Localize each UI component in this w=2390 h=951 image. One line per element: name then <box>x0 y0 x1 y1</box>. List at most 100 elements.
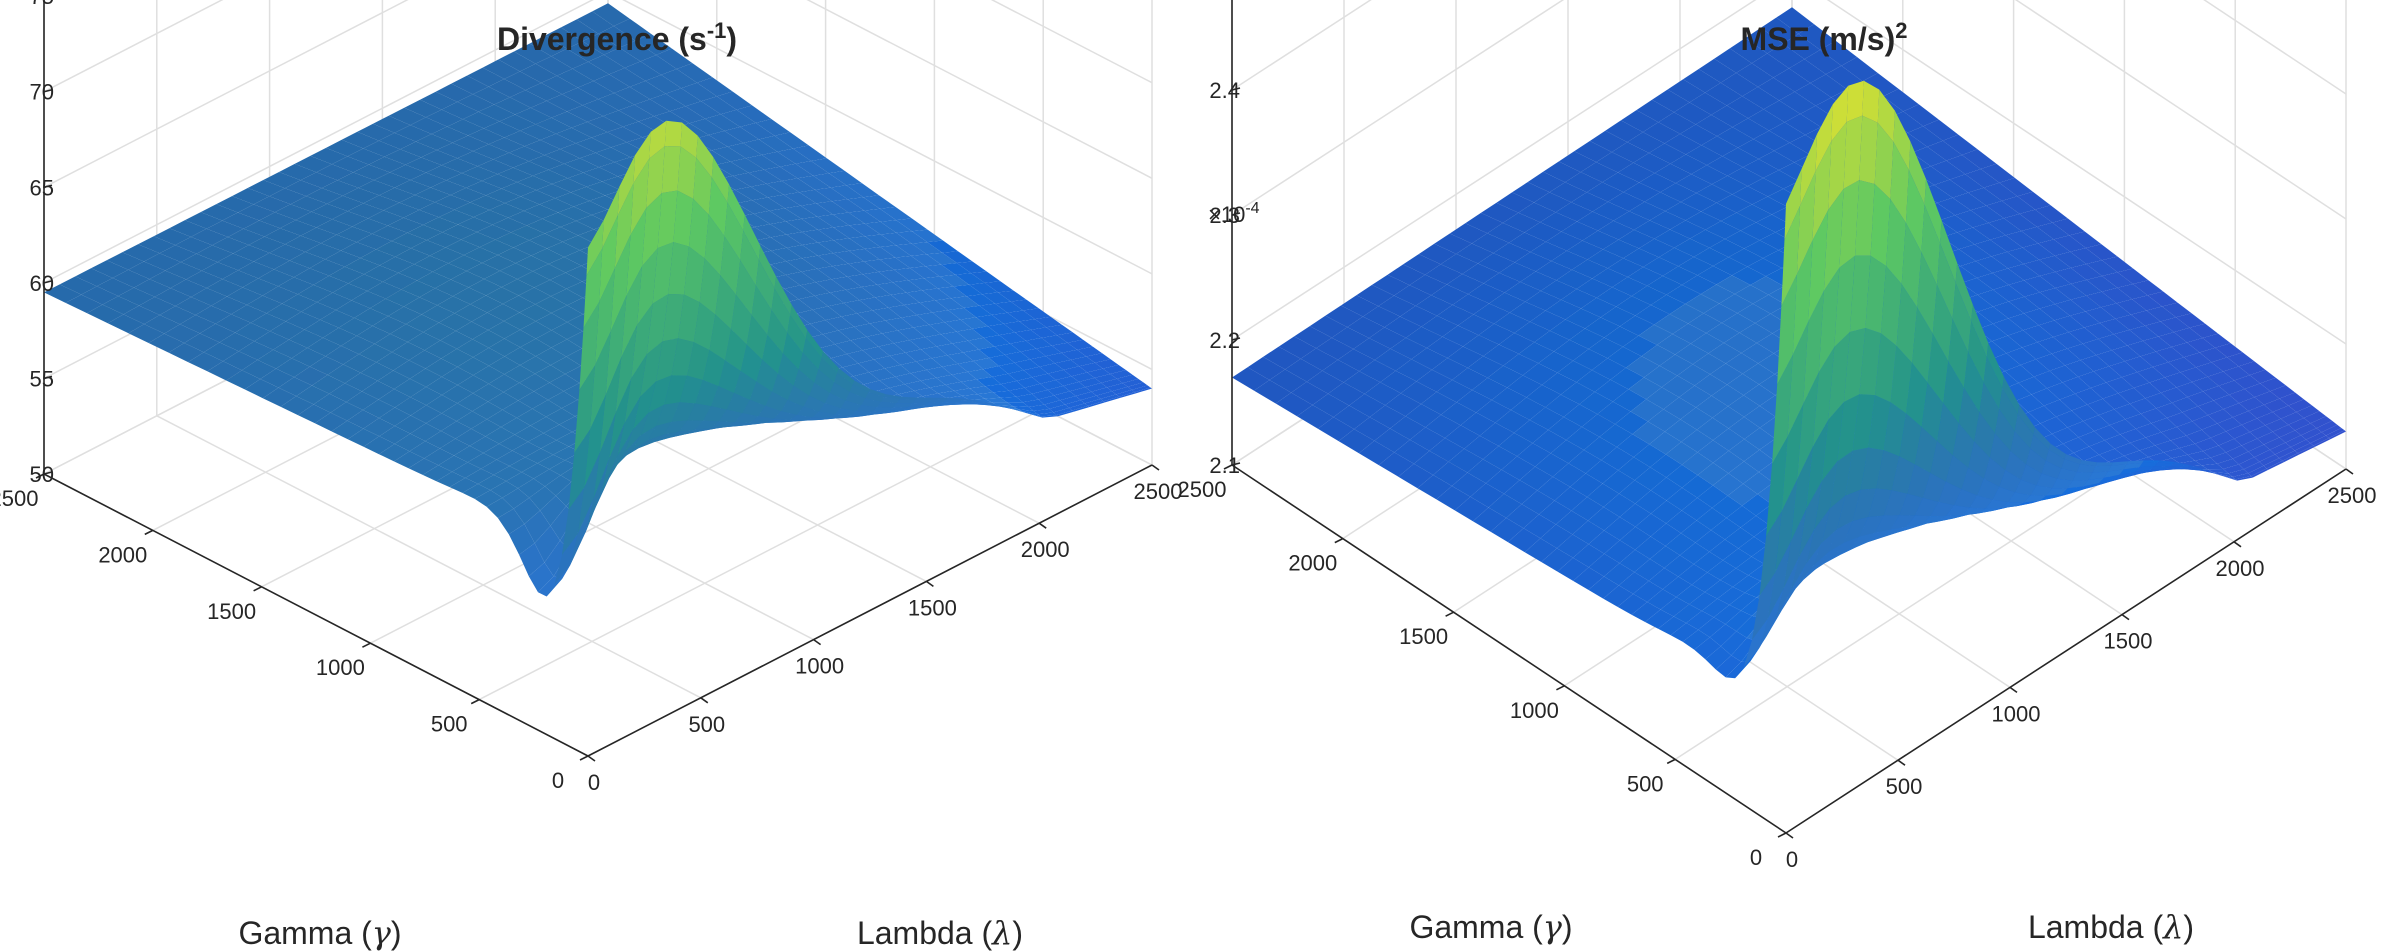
surface-facet <box>1965 169 2000 188</box>
surface-facet <box>1930 502 1955 517</box>
surface-facet <box>410 172 447 188</box>
surface-facet <box>1107 383 1128 392</box>
surface-facet <box>2285 435 2307 447</box>
surface-facet <box>586 181 621 196</box>
surface-facet <box>572 61 610 81</box>
surface-facet <box>845 392 866 406</box>
surface-facet <box>323 327 357 346</box>
surface-facet <box>1514 321 1550 343</box>
surface-facet <box>2259 454 2280 466</box>
surface-facet <box>2055 283 2087 300</box>
surface-facet <box>726 393 750 414</box>
surface-facet <box>488 137 525 153</box>
surface-facet <box>802 338 822 370</box>
surface-facet <box>1023 308 1051 320</box>
z-tick-label: 55 <box>30 366 54 391</box>
surface-facet <box>1526 384 1561 408</box>
y-tick-mark <box>1334 537 1344 544</box>
surface-facet <box>1638 324 1673 345</box>
surface-facet <box>1586 182 1624 202</box>
surface-facet <box>561 487 585 555</box>
surface-facet <box>1631 602 1661 622</box>
surface-facet <box>1100 394 1120 402</box>
surface-facet <box>476 224 511 240</box>
surface-facet <box>1487 365 1523 388</box>
surface-facet <box>819 344 847 359</box>
surface-facet <box>1403 254 1441 275</box>
surface-facet <box>1045 352 1071 364</box>
surface-facet <box>206 279 243 297</box>
surface-facet <box>1067 339 1093 350</box>
surface-facet <box>677 146 697 199</box>
surface-facet <box>1056 410 1074 417</box>
surface-facet <box>831 354 859 368</box>
x-tick-mark <box>925 580 934 588</box>
surface-facet <box>595 147 631 163</box>
surface-facet <box>360 249 396 266</box>
surface-facet <box>1901 222 1922 308</box>
surface-facet <box>554 534 578 585</box>
surface-facet <box>2113 329 2143 346</box>
surface-facet <box>285 235 321 252</box>
surface-facet <box>1057 332 1084 343</box>
surface-facet <box>849 236 881 249</box>
surface-facet <box>309 259 345 276</box>
surface-facet <box>352 218 388 234</box>
surface-facet <box>1023 366 1048 378</box>
surface-facet <box>1728 439 1760 462</box>
surface-facet <box>1633 153 1671 174</box>
surface-facet <box>540 133 576 150</box>
surface-facet <box>1378 452 1414 477</box>
surface-facet <box>471 312 504 330</box>
surface-facet <box>1999 177 2033 197</box>
surface-facet <box>754 224 787 238</box>
surface-facet <box>1697 485 1728 508</box>
surface-facet <box>1828 521 1853 553</box>
surface-facet <box>740 344 763 382</box>
surface-facet <box>489 203 524 218</box>
surface-facet <box>504 329 536 348</box>
surface-facet <box>942 251 973 263</box>
surface-facet <box>978 400 996 405</box>
surface-facet <box>1540 212 1577 232</box>
surface-facet <box>971 271 1001 283</box>
surface-facet <box>1041 335 1068 346</box>
surface-facet <box>311 374 345 394</box>
surface-facet <box>681 82 717 102</box>
surface-facet <box>872 307 902 321</box>
surface-facet <box>1446 274 1484 295</box>
surface-facet <box>1758 150 1795 171</box>
surface-facet <box>1698 617 1726 638</box>
surface-facet <box>468 279 502 296</box>
surface-facet <box>1995 409 2015 452</box>
surface-facet <box>1425 414 1461 438</box>
surface-facet <box>1485 469 1520 494</box>
surface-facet <box>1449 223 1488 244</box>
surface-facet <box>2049 365 2079 383</box>
surface-facet <box>388 306 422 325</box>
surface-facet <box>1983 182 2018 201</box>
surface-facet <box>969 282 998 295</box>
surface-facet <box>337 172 375 188</box>
surface-facet <box>1635 513 1667 537</box>
surface-facet <box>1085 382 1107 392</box>
surface-facet <box>1652 89 1690 113</box>
surface-facet <box>1434 233 1472 254</box>
x-tick-label: 2000 <box>1021 537 1070 562</box>
surface-facet <box>1602 470 1635 494</box>
surface-facet <box>237 204 275 221</box>
surface-facet <box>199 323 236 343</box>
surface-facet <box>708 130 744 147</box>
surface-facet <box>472 401 503 420</box>
surface-facet <box>389 164 427 180</box>
surface-facet <box>195 305 232 324</box>
surface-facet <box>227 287 263 305</box>
surface-facet <box>1018 409 1038 415</box>
surface-facet <box>1752 196 1788 215</box>
surface-facet <box>603 110 639 127</box>
x-tick-label: 500 <box>688 712 725 737</box>
surface-facet <box>442 224 477 240</box>
surface-facet <box>1992 318 2024 336</box>
surface-facet <box>1509 301 1546 322</box>
surface-facet <box>2089 440 2115 455</box>
